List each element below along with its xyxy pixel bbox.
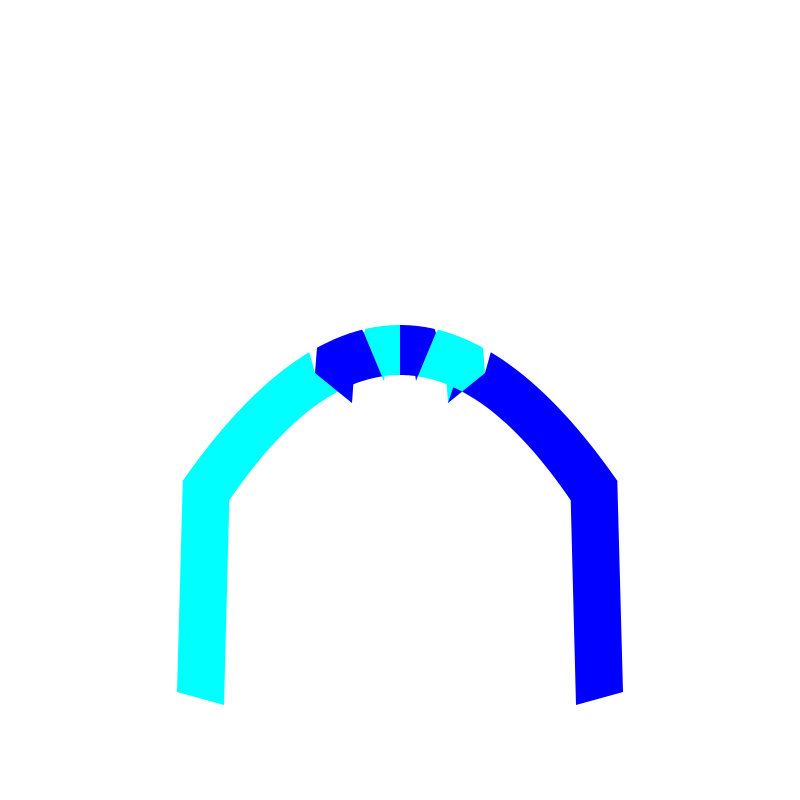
arch-segment-5: [416, 329, 485, 403]
arch-segment-6: [448, 352, 623, 705]
arch-segment-3: [364, 325, 400, 381]
arch-segment-1: [177, 352, 352, 705]
arch-segment-2: [315, 329, 384, 403]
arch-segment-4: [400, 325, 436, 381]
